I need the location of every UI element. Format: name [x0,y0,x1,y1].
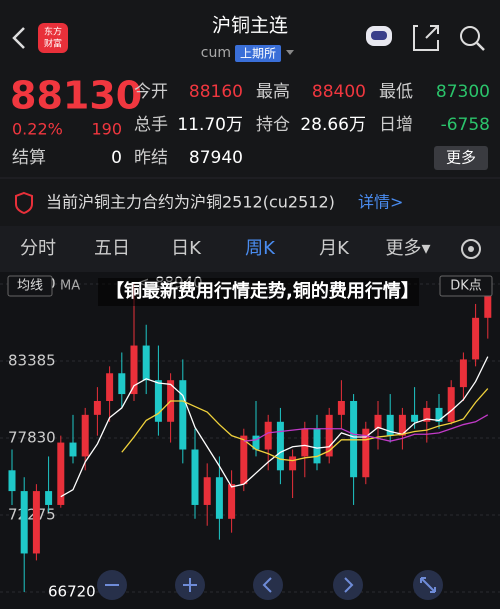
tab[interactable]: 月K [319,238,350,259]
exchange: 上期所 [240,47,276,61]
more-button[interactable] [434,146,488,170]
candle-body [8,470,16,492]
notice-link[interactable]: 详情> [358,193,403,212]
tab[interactable]: 周K [245,238,276,259]
candle-body [154,380,162,422]
y-tick-label: 72275 [8,506,56,524]
min-label: 66720 [48,583,96,601]
candle-body [472,317,480,360]
ma-line [121,388,489,462]
candle-body [398,414,406,436]
logo-text: 东方 [44,26,62,38]
candle-body [179,380,187,450]
candle-body [32,491,40,554]
candle-body [386,414,394,436]
field-label: 总手 [134,115,168,135]
candle-body [435,407,443,422]
assistant-icon[interactable] [366,26,392,46]
candle-body [325,414,333,457]
code: cum [201,45,231,61]
search-icon[interactable] [460,26,485,51]
scroll-right[interactable] [333,570,363,600]
candle-body [106,373,114,401]
field-value: 87940 [189,148,243,168]
candle-body [484,295,492,318]
candle-body [301,428,309,457]
candle-body [423,407,431,422]
settings-icon[interactable] [461,239,481,259]
candle-body [459,359,467,388]
overlay-title: 【铜最新费用行情走势,铜的费用行情】 [98,278,419,306]
field-value: -6758 [441,115,490,135]
candle-body [240,435,248,485]
dropdown-icon [286,50,294,55]
exchange-badge[interactable] [235,45,281,62]
field-value: 28.66万 [300,115,366,135]
candle-body [118,373,126,395]
candle-body [289,456,297,471]
notice-text: 当前沪铜主力合约为沪铜2512(cu2512) [46,193,335,212]
dk-button-text: DK点 [450,279,482,294]
dk-button[interactable] [439,275,493,297]
candle-body [45,491,53,505]
candle-body [411,414,419,422]
notice-icon [15,191,33,215]
ma-line [243,414,489,442]
tab[interactable]: 分时 [20,238,56,259]
logo[interactable] [38,23,68,53]
field-label: 持仓 [256,115,290,135]
candle-body [337,400,345,415]
candle-body [142,345,150,381]
candle-body [93,400,101,415]
field-value: 11.70万 [177,115,243,135]
candle-body [81,414,89,457]
candle-body [264,421,272,450]
candle-body [57,442,65,505]
field-label: 今开 [134,82,168,102]
title: 沪铜主连 [212,15,288,37]
candle-body [215,477,223,519]
tab-bar [0,226,500,272]
settle-label: 结算 [12,148,46,168]
field-label: 昨结 [134,148,168,168]
price: 88130 [10,74,142,118]
change: 190 [91,120,122,139]
candle-body [276,421,284,471]
ma-button[interactable] [7,275,53,297]
candle-body [350,400,358,478]
y-tick-label: 77830 [8,429,56,447]
candle-body [228,484,236,519]
field-value: 87300 [436,82,490,102]
back-button[interactable] [12,27,25,49]
tab[interactable]: 五日 [94,238,130,259]
share-icon[interactable] [413,25,439,51]
field-label: 最高 [256,82,290,102]
scroll-left[interactable] [253,570,283,600]
settle: 0 [111,148,122,168]
field-label: 最低 [379,82,413,102]
candle-body [374,414,382,429]
tab[interactable]: 更多▾ [385,238,430,259]
chart-controls [97,570,443,600]
field-value: 88400 [312,82,366,102]
candle-body [203,477,211,505]
candle-body [69,442,77,457]
field-label: 日增 [379,115,413,135]
tab[interactable]: 日K [171,238,202,259]
candle-body [313,428,321,464]
field-value: 88160 [189,82,243,102]
candle-body [362,428,370,478]
ma-text: MA [60,279,80,294]
more-text: 更多 [446,149,476,167]
change-pct: 0.22% [12,120,63,139]
candle-body [447,387,455,422]
candle-body [252,435,260,450]
y-tick-label: 83385 [8,352,56,370]
logo-text: 财富 [44,38,62,50]
ma-button-text: 均线 [17,279,43,294]
candle-body [130,345,138,395]
candle-body [20,491,28,554]
candle-body [191,449,199,505]
